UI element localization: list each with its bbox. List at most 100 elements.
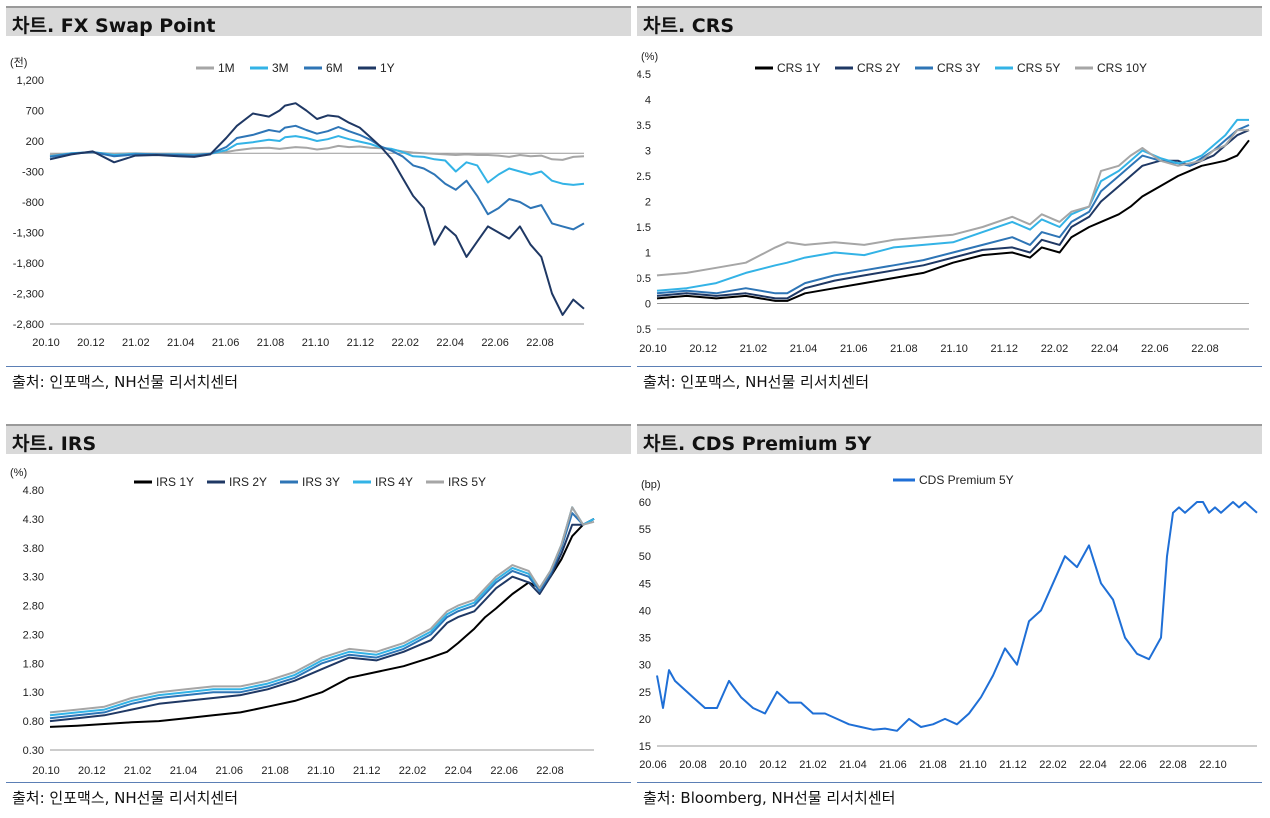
x-tick-label: 22.02 (399, 765, 427, 777)
legend-item: IRS 5Y (426, 475, 486, 489)
legend-item: 1M (196, 61, 235, 75)
y-tick-label: 0 (645, 299, 651, 311)
divider (6, 366, 631, 367)
panel-cds-premium: 차트. CDS Premium 5Y (bp) 60 55 50 45 40 35 30 25 2… (637, 424, 1262, 814)
panel-title: 차트. IRS (12, 433, 97, 455)
y-tick-label: 700 (26, 106, 44, 118)
x-tick-label: 20.10 (32, 337, 60, 349)
chart-container: (bp) 60 55 50 45 40 35 30 25 20 15 20.06 20.08 20.10 2… (637, 456, 1262, 782)
x-tick-label: 21.12 (999, 759, 1027, 771)
x-tick-label: 21.10 (302, 337, 330, 349)
panel-header: 차트. FX Swap Point (6, 6, 631, 37)
y-tick-label: 30 (639, 660, 651, 672)
series-line (656, 501, 1258, 732)
x-tick-label: 21.02 (799, 759, 827, 771)
chart-container: (전) 1,200 700 200 -300 -800 -1,300 -1,800 -2,300… (6, 38, 631, 366)
y-tick-label: -800 (22, 197, 44, 209)
x-tick-label: 21.06 (216, 765, 244, 777)
x-tick-label: 21.08 (257, 337, 285, 349)
y-tick-label: 200 (26, 136, 44, 148)
x-tick-label: 21.04 (167, 337, 195, 349)
legend-item: CRS 10Y (1075, 61, 1147, 75)
x-tick-label: 21.04 (839, 759, 867, 771)
legend-item: IRS 1Y (134, 475, 194, 489)
legend-item: 1Y (358, 61, 395, 75)
y-tick-label: 0.30 (23, 745, 44, 757)
legend-item: 3M (250, 61, 289, 75)
y-tick-label: 25 (639, 687, 651, 699)
legend-label: IRS 5Y (448, 475, 486, 489)
panel-crs: 차트. CRS (%) 4.5 4 3.5 3 2.5 2 1.5 1 0.5 0 -0.5 20.10… (637, 6, 1262, 396)
panel-header: 차트. IRS (6, 424, 631, 455)
legend-item: CRS 2Y (835, 61, 900, 75)
legend-label: CRS 2Y (857, 61, 900, 75)
x-tick-label: 22.08 (1159, 759, 1187, 771)
y-tick-label: -0.5 (637, 324, 651, 336)
source-note: 출처: 인포맥스, NH선물 리서치센터 (12, 789, 239, 807)
x-tick-label: 22.04 (445, 765, 473, 777)
legend-item: CDS Premium 5Y (893, 473, 1014, 487)
legend-item: IRS 3Y (280, 475, 340, 489)
x-tick-label: 21.08 (890, 343, 918, 355)
x-tick-label: 20.12 (689, 343, 717, 355)
unit-label: (%) (641, 51, 658, 63)
legend-label: 6M (326, 61, 343, 75)
x-tick-label: 22.06 (490, 765, 518, 777)
y-tick-label: 1.5 (637, 222, 651, 234)
panel-title: 차트. CDS Premium 5Y (643, 433, 872, 455)
series-line (656, 124, 1250, 295)
series-line (49, 102, 585, 316)
x-tick-label: 22.06 (481, 337, 509, 349)
unit-label: (전) (10, 56, 27, 69)
chart-container: (%) 4.5 4 3.5 3 2.5 2 1.5 1 0.5 0 -0.5 20.10 20.12 21.… (637, 38, 1262, 366)
panel-header: 차트. CRS (637, 6, 1262, 37)
irs-chart: (%) 4.80 4.30 3.80 3.30 2.80 2.30 1.80 1.30 0.80 0… (10, 467, 595, 777)
y-tick-label: 3 (645, 146, 651, 158)
y-tick-label: 1.30 (23, 687, 44, 699)
x-tick-label: 20.10 (639, 343, 667, 355)
y-tick-label: 15 (639, 741, 651, 753)
y-tick-label: -2,300 (13, 289, 44, 301)
y-tick-label: -1,800 (13, 258, 44, 270)
panel-irs: 차트. IRS (%) 4.80 4.30 3.80 3.30 2.80 2.30 1.80 1… (6, 424, 631, 814)
cds-premium-chart: (bp) 60 55 50 45 40 35 30 25 20 15 20.06 20.08 20.10 2… (639, 473, 1258, 771)
x-tick-label: 21.04 (790, 343, 818, 355)
y-tick-label: 3.5 (637, 120, 651, 132)
legend-label: CRS 10Y (1097, 61, 1147, 75)
legend-label: CDS Premium 5Y (919, 473, 1014, 487)
y-tick-label: 3.80 (23, 543, 44, 555)
source-note: 출처: 인포맥스, NH선물 리서치센터 (12, 373, 239, 391)
x-tick-label: 20.12 (78, 765, 106, 777)
legend-label: IRS 4Y (375, 475, 413, 489)
y-tick-label: 4 (645, 95, 651, 107)
x-tick-label: 21.10 (959, 759, 987, 771)
x-tick-label: 22.04 (1091, 343, 1119, 355)
x-tick-label: 21.02 (740, 343, 768, 355)
y-tick-label: -1,300 (13, 228, 44, 240)
y-tick-label: 2.5 (637, 171, 651, 183)
x-tick-label: 22.08 (1191, 343, 1219, 355)
legend-item: IRS 2Y (207, 475, 267, 489)
panel-header: 차트. CDS Premium 5Y (637, 424, 1262, 455)
x-tick-label: 21.04 (170, 765, 198, 777)
y-tick-label: 55 (639, 524, 651, 536)
x-tick-label: 20.08 (679, 759, 707, 771)
divider (6, 782, 631, 783)
y-tick-label: 0.80 (23, 716, 44, 728)
y-tick-label: 60 (639, 497, 651, 509)
legend-label: CRS 1Y (777, 61, 820, 75)
panel-title: 차트. FX Swap Point (12, 15, 216, 37)
legend-label: 1M (218, 61, 235, 75)
y-tick-label: 50 (639, 551, 651, 563)
y-tick-label: 2.80 (23, 601, 44, 613)
legend-item: CRS 1Y (755, 61, 820, 75)
x-tick-label: 20.10 (32, 765, 60, 777)
x-tick-label: 22.04 (436, 337, 464, 349)
unit-label: (%) (10, 467, 27, 479)
divider (637, 366, 1262, 367)
y-tick-label: -2,800 (13, 319, 44, 331)
y-tick-label: -300 (22, 167, 44, 179)
series-line (49, 512, 595, 720)
panel-title: 차트. CRS (643, 15, 735, 37)
x-tick-label: 21.12 (353, 765, 381, 777)
